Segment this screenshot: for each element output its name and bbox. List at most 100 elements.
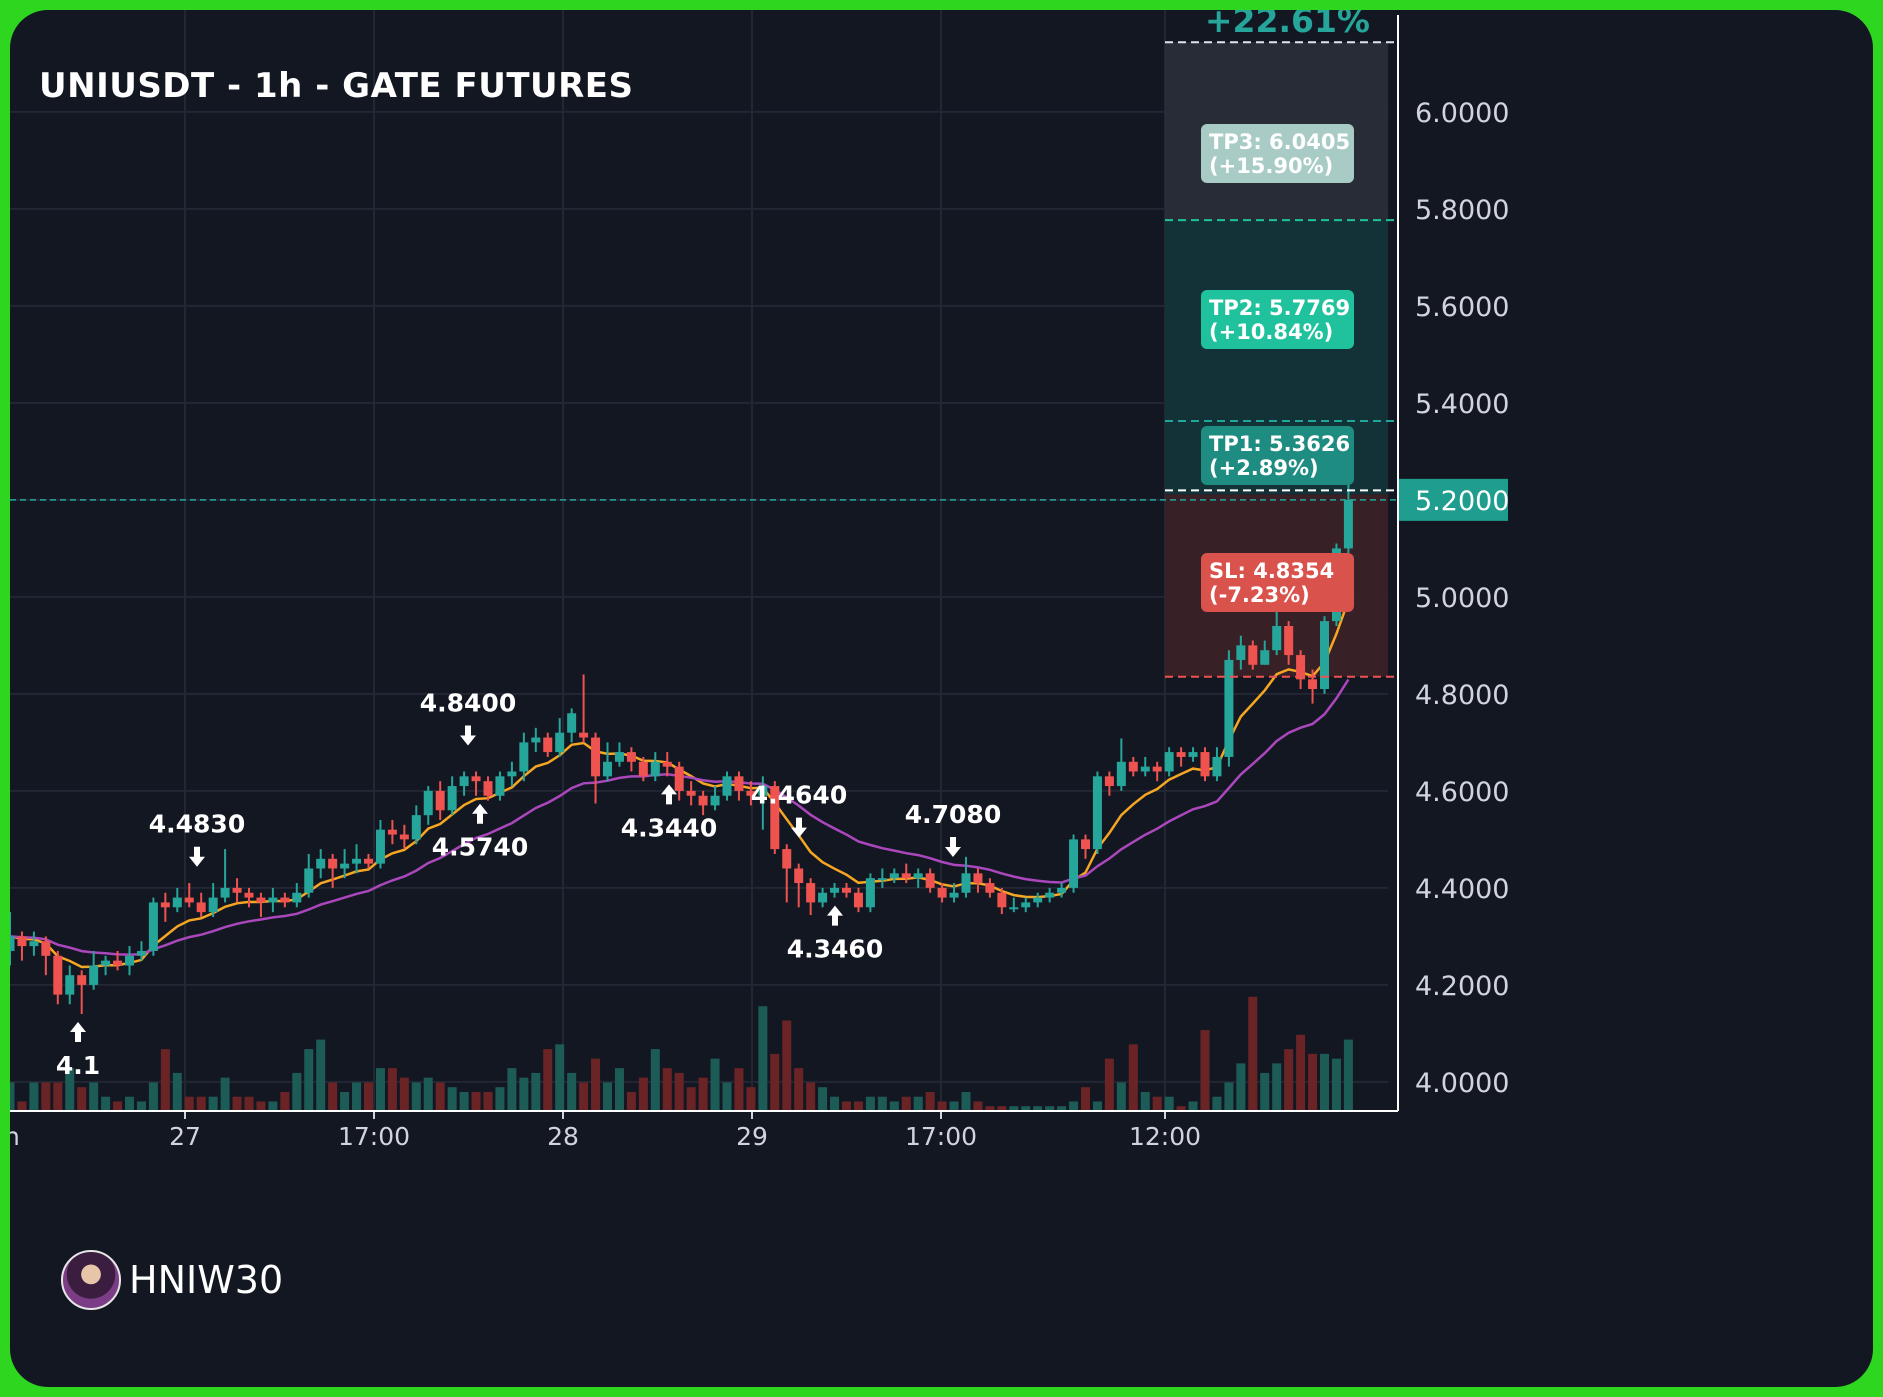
volume-bar — [208, 1096, 218, 1111]
volume-bars — [10, 996, 1353, 1111]
candle-body — [459, 776, 469, 787]
down-arrow-icon — [945, 837, 961, 858]
candle — [399, 824, 409, 850]
volume-bar — [1092, 1101, 1102, 1111]
candle — [77, 970, 87, 1014]
y-tick-label: 4.8000 — [1415, 680, 1509, 711]
candle-body — [41, 941, 51, 956]
candle-body — [1343, 499, 1353, 549]
volume-bar — [1057, 1106, 1067, 1111]
volume-bar — [686, 1087, 696, 1111]
tp2-box-pct: (+10.84%) — [1209, 320, 1333, 344]
volume-bar — [1128, 1044, 1138, 1111]
volume-bar — [949, 1101, 959, 1111]
candle-body — [1045, 892, 1055, 898]
candle-body — [435, 790, 445, 811]
candle — [65, 965, 75, 1005]
candle-body — [471, 776, 481, 782]
candle — [937, 883, 947, 903]
volume-bar — [471, 1091, 481, 1111]
volume-bar — [1224, 1082, 1234, 1111]
candle-body — [818, 892, 828, 903]
candle — [184, 883, 194, 908]
volume-bar — [304, 1049, 314, 1111]
candle-body — [543, 737, 553, 753]
pivot-value: 4.5740 — [432, 833, 528, 862]
candle-body — [698, 795, 708, 806]
volume-bar — [1116, 1082, 1126, 1111]
candle-body — [937, 887, 947, 898]
volume-bar — [447, 1087, 457, 1111]
candle-body — [65, 975, 75, 995]
candle — [364, 853, 373, 869]
candle — [435, 781, 445, 820]
candle-body — [136, 950, 146, 956]
candle — [1069, 834, 1079, 893]
candles — [10, 475, 1353, 1014]
candle — [686, 781, 696, 806]
candle-body — [447, 786, 457, 811]
y-tick-label: 4.0000 — [1415, 1068, 1509, 1099]
candle — [1188, 747, 1198, 762]
candle — [1021, 897, 1031, 913]
volume-bar — [1212, 1096, 1222, 1111]
candle-body — [232, 887, 242, 893]
candle — [471, 771, 481, 796]
y-tick-label: 4.4000 — [1415, 874, 1509, 905]
volume-bar — [411, 1082, 421, 1111]
volume-bar — [292, 1072, 302, 1111]
candle-body — [758, 786, 768, 796]
volume-bar — [1033, 1106, 1043, 1111]
candle — [603, 742, 612, 782]
volume-bar — [1152, 1096, 1162, 1111]
tp2-box-bg — [1201, 290, 1354, 349]
axes: 6.0000 5.8000 5.6000 5.4000 5.0000 4.8000 4.60… — [10, 15, 1509, 1151]
candle-body — [328, 858, 338, 869]
candle — [722, 771, 732, 801]
candle-body — [77, 975, 87, 985]
down-arrow-icon — [460, 725, 476, 746]
candle — [1104, 771, 1114, 796]
candle-body — [1152, 766, 1162, 772]
candle — [172, 887, 182, 913]
candle — [555, 718, 565, 757]
candle-body — [316, 858, 326, 869]
up-arrow-icon — [661, 784, 677, 805]
candle — [29, 931, 39, 956]
volume-bar — [818, 1087, 828, 1111]
current-price-tag — [1398, 478, 1508, 521]
volume-bar — [889, 1101, 899, 1111]
candle — [1212, 747, 1222, 782]
candle-body — [901, 873, 911, 879]
candle — [1320, 616, 1329, 694]
volume-bar — [53, 1082, 63, 1111]
y-tick-label: 6.0000 — [1415, 98, 1509, 129]
candle — [997, 887, 1007, 915]
candle — [136, 941, 146, 961]
volume-bar — [973, 1101, 983, 1111]
pivot-value: 4.4830 — [149, 810, 245, 839]
x-tick-label: 28 — [547, 1122, 579, 1151]
volume-bar — [172, 1072, 182, 1111]
volume-bar — [352, 1082, 362, 1111]
volume-bar — [830, 1096, 840, 1111]
volume-bar — [101, 1096, 111, 1111]
candle-body — [734, 776, 744, 791]
candle — [507, 761, 517, 787]
candle-body — [244, 892, 254, 898]
volume-bar — [758, 1006, 768, 1111]
candle — [949, 883, 959, 903]
candle-body — [746, 790, 756, 796]
candle-body — [1033, 897, 1043, 903]
price-chart[interactable]: 5.2000 +22.61% TP3: 6.0405(+15.90%) TP2: 5.… — [10, 10, 1873, 1387]
sl-box: SL: 4.8354(-7.23%) — [1201, 553, 1354, 612]
candle — [1224, 650, 1234, 767]
candle-body — [375, 829, 385, 864]
volume-bar — [387, 1068, 397, 1111]
candle-body — [674, 766, 684, 791]
candle-body — [662, 761, 672, 767]
candle — [1152, 761, 1162, 782]
candle — [340, 849, 350, 879]
candle — [113, 950, 123, 971]
pivot-label: 4.4640 — [751, 781, 847, 838]
